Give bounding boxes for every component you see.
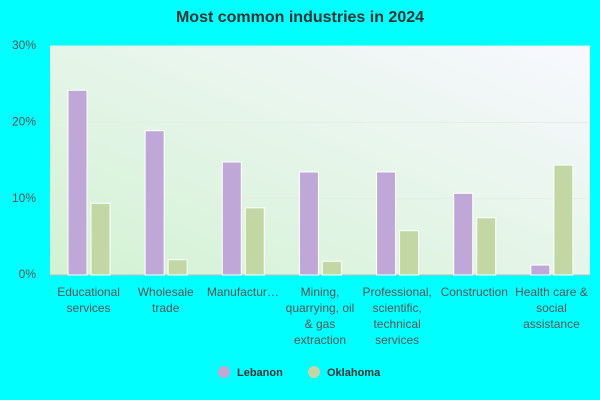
x-tick-label: Professional, scientific, technical serv… <box>362 285 432 347</box>
bar <box>453 192 474 276</box>
bar <box>221 161 242 276</box>
y-tick-label: 10% <box>12 191 36 205</box>
y-tick-label: 0% <box>19 267 37 281</box>
legend-swatch <box>218 366 230 378</box>
bar <box>90 202 111 276</box>
y-tick-label: 20% <box>12 115 36 129</box>
x-tick-label: Construction <box>440 285 508 299</box>
chart-title: Most common industries in 2024 <box>176 9 424 26</box>
x-tick-label: Health care & social assistance <box>515 285 588 331</box>
bar <box>321 260 342 276</box>
bar <box>244 207 265 276</box>
bar <box>167 259 188 276</box>
bar <box>399 230 420 276</box>
bar <box>530 264 551 276</box>
legend-label: Oklahoma <box>327 367 381 379</box>
bar <box>476 217 497 276</box>
bar <box>144 130 165 276</box>
x-tick-label: Educational services <box>57 285 120 315</box>
bar <box>67 89 88 276</box>
bar <box>376 171 397 276</box>
bar <box>553 164 574 276</box>
x-tick-label: Wholesale trade <box>137 285 194 315</box>
x-tick-label: Mining, quarrying, oil & gas extraction <box>285 285 355 347</box>
bar <box>298 171 319 276</box>
plot-background <box>50 46 590 275</box>
legend-swatch <box>308 366 320 378</box>
legend-label: Lebanon <box>237 367 283 379</box>
y-tick-label: 30% <box>12 38 36 52</box>
x-tick-label: Manufactur… <box>206 285 279 299</box>
